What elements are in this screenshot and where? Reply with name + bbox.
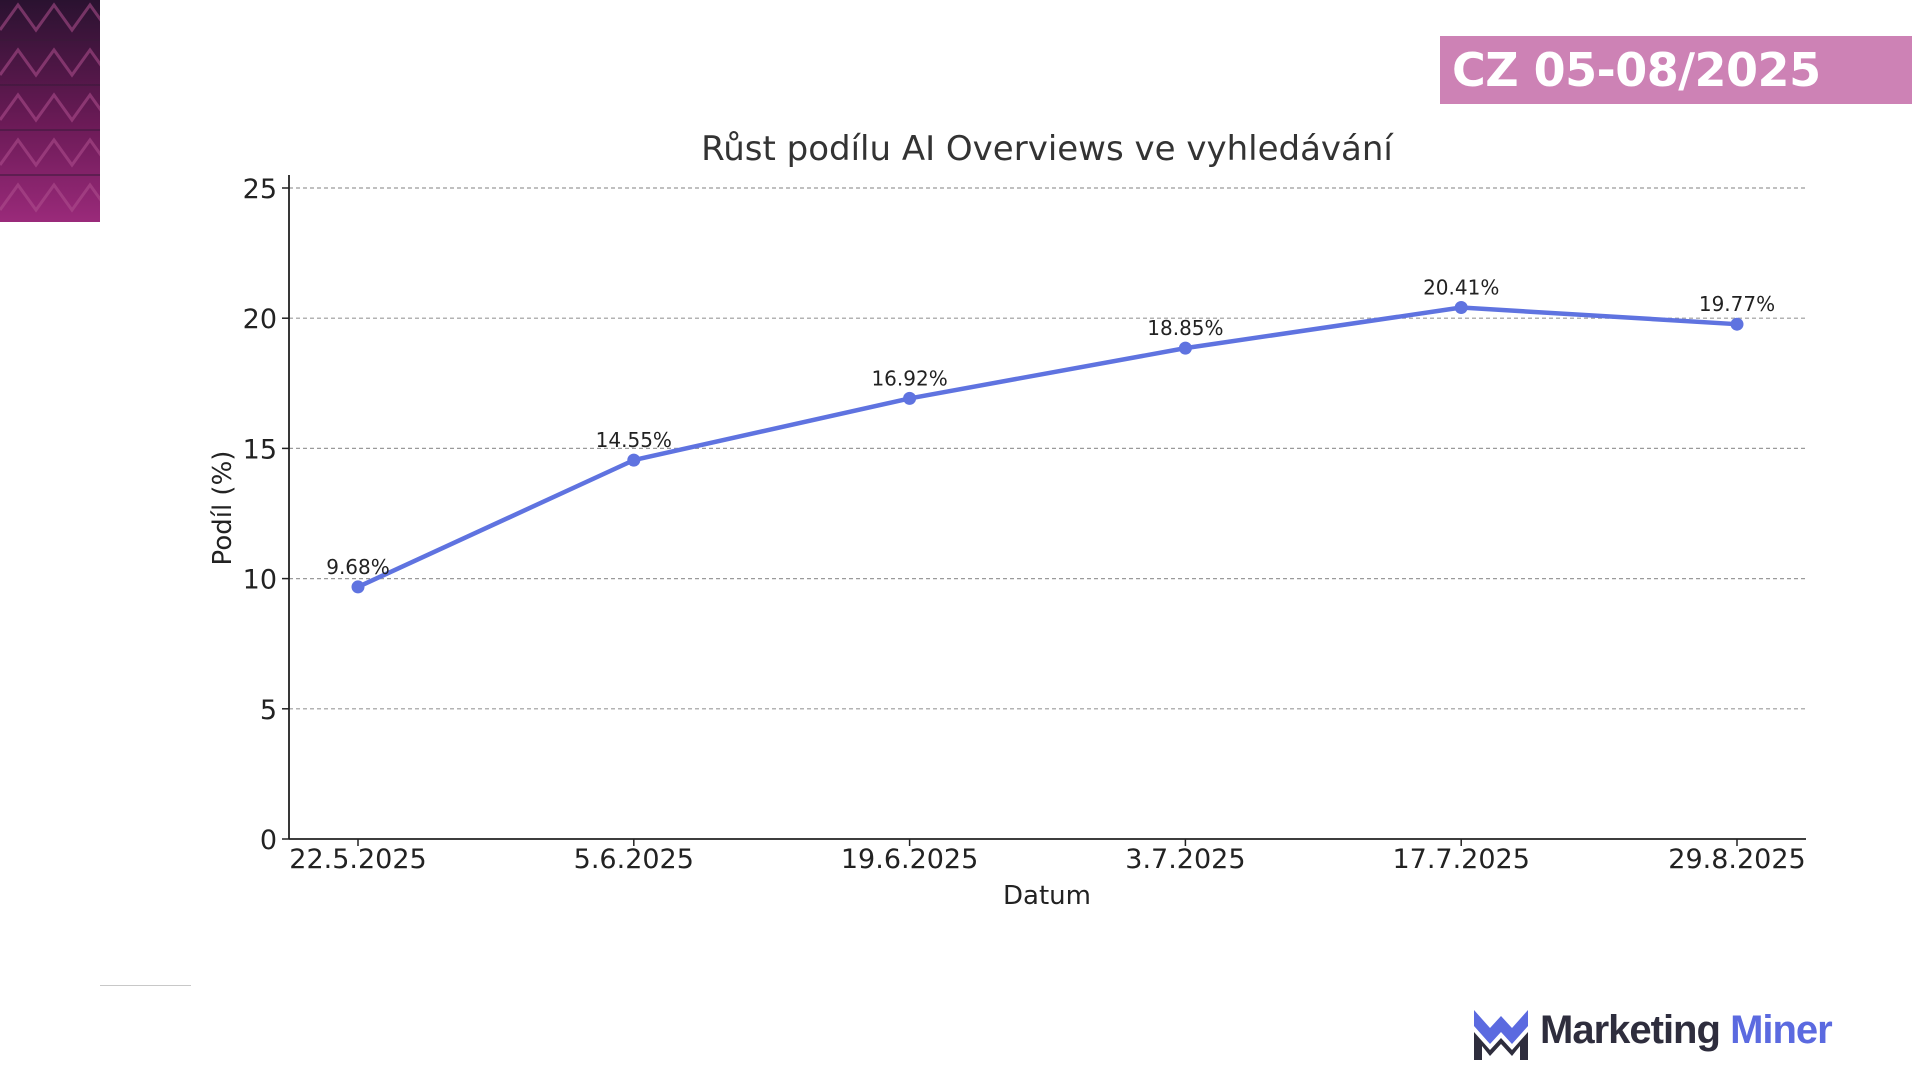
data-label: 19.77% (1699, 292, 1775, 316)
y-tick-label: 5 (260, 695, 277, 726)
marketing-miner-m-icon (1474, 1010, 1528, 1060)
x-tick-label: 22.5.2025 (289, 844, 426, 875)
period-badge-label: CZ 05-08/2025 (1452, 43, 1821, 97)
y-tick-label: 20 (243, 304, 277, 335)
gridlines (289, 187, 1806, 710)
y-tick-label: 10 (243, 565, 277, 596)
y-tick-label: 15 (243, 434, 277, 465)
axes (282, 175, 1806, 846)
x-tick-label: 17.7.2025 (1392, 844, 1529, 875)
data-label: 16.92% (871, 366, 947, 390)
data-point (1178, 341, 1192, 355)
logo-word-miner: Miner (1730, 1008, 1833, 1052)
x-tick-label: 3.7.2025 (1125, 844, 1245, 875)
data-labels: 9.68% 14.55% 16.92% 18.85% 20.41% 19.77% (326, 276, 1775, 579)
x-axis-label: Datum (1003, 881, 1091, 911)
x-tick-labels: 22.5.2025 5.6.2025 19.6.2025 3.7.2025 17.7.2… (289, 844, 1805, 875)
data-point (903, 391, 917, 405)
data-point (1730, 317, 1744, 331)
data-point (627, 453, 641, 467)
logo-word-marketing: Marketing (1540, 1008, 1721, 1052)
x-tick-label: 5.6.2025 (574, 844, 694, 875)
series-line (357, 305, 1738, 589)
x-tick-label: 19.6.2025 (841, 844, 978, 875)
y-tick-label: 25 (243, 174, 277, 205)
marketing-miner-logo: Marketing Miner (1470, 1000, 1850, 1066)
corner-pattern-graphic (0, 0, 100, 222)
period-badge: CZ 05-08/2025 (1440, 36, 1912, 104)
logo-wordmark: Marketing Miner (1540, 1006, 1833, 1054)
data-label: 20.41% (1423, 276, 1499, 300)
y-axis-label: Podíl (%) (208, 451, 238, 566)
footer-divider (100, 985, 191, 986)
data-label: 9.68% (326, 555, 390, 579)
y-tick-label: 0 (260, 825, 277, 856)
data-series (351, 301, 1744, 594)
data-point (351, 580, 365, 594)
data-label: 14.55% (596, 428, 672, 452)
data-label: 18.85% (1147, 316, 1223, 340)
corner-decoration (0, 0, 100, 222)
data-point (1454, 301, 1468, 315)
y-tick-labels: 0 5 10 15 20 25 (243, 174, 277, 856)
x-tick-label: 29.8.2025 (1668, 844, 1805, 875)
chart-title: Růst podílu AI Overviews ve vyhledávání (701, 129, 1394, 169)
